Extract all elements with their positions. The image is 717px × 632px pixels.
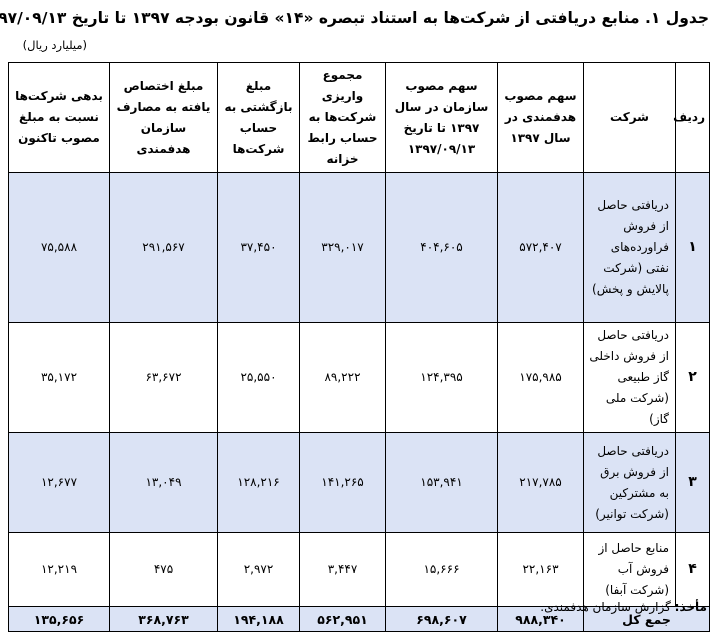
header-cell: شرکت bbox=[583, 62, 676, 173]
table-cell: ۲۹۱,۵۶۷ bbox=[109, 172, 218, 323]
header-row: ردیف شرکت سهم مصوب هدفمندی در سال ۱۳۹۷ س… bbox=[8, 62, 710, 173]
total-cell: ۵۶۲,۹۵۱ bbox=[299, 606, 386, 632]
table-cell: ۱۲,۶۷۷ bbox=[8, 432, 110, 533]
row-index: ۳ bbox=[675, 432, 710, 533]
source-note: مأخذ: گزارش سازمان هدفمندی. bbox=[540, 600, 707, 614]
table-row: ۲ دریافتی حاصل از فروش داخلی گاز طبیعی (… bbox=[8, 322, 710, 433]
table-cell: ۱۴۱,۲۶۵ bbox=[299, 432, 386, 533]
table-cell: ۲۵,۵۵۰ bbox=[217, 322, 300, 433]
total-cell: ۳۶۸,۷۶۳ bbox=[109, 606, 218, 632]
table-cell: ۱۲,۲۱۹ bbox=[8, 532, 110, 607]
table-cell: ۱۲۸,۲۱۶ bbox=[217, 432, 300, 533]
total-cell: ۱۳۵,۶۵۶ bbox=[8, 606, 110, 632]
source-label: مأخذ: bbox=[674, 600, 707, 614]
total-row: جمع کل ۹۸۸,۳۴۰ ۶۹۸,۶۰۷ ۵۶۲,۹۵۱ ۱۹۴,۱۸۸ ۳… bbox=[8, 606, 710, 632]
header-cell: مبلغ اختصاص یافته به مصارف سازمان هدفمند… bbox=[109, 62, 218, 173]
company-name: دریافتی حاصل از فروش برق به مشترکین (شرک… bbox=[583, 432, 676, 533]
unit-label: (میلیارد ریال) bbox=[22, 38, 87, 52]
table-cell: ۲۱۷,۷۸۵ bbox=[497, 432, 584, 533]
total-label: جمع کل bbox=[583, 606, 710, 632]
table-cell: ۳۷,۴۵۰ bbox=[217, 172, 300, 323]
header-cell: ردیف bbox=[673, 62, 710, 173]
table-cell: ۱۲۴,۳۹۵ bbox=[385, 322, 498, 433]
table-cell: ۷۵,۵۸۸ bbox=[8, 172, 110, 323]
table-cell: ۱۷۵,۹۸۵ bbox=[497, 322, 584, 433]
company-name: دریافتی حاصل از فروش فراورده‌های نفتی (ش… bbox=[583, 172, 676, 323]
table-cell: ۳۲۹,۰۱۷ bbox=[299, 172, 386, 323]
header-cell: سهم مصوب هدفمندی در سال ۱۳۹۷ bbox=[497, 62, 584, 173]
header-cell: بدهی شرکت‌ها نسبت به مبلغ مصوب تاکنون bbox=[8, 62, 110, 173]
table-cell: ۵۷۲,۴۰۷ bbox=[497, 172, 584, 323]
row-index: ۲ bbox=[675, 322, 710, 433]
source-text: گزارش سازمان هدفمندی. bbox=[540, 600, 671, 614]
table-row: ۱ دریافتی حاصل از فروش فراورده‌های نفتی … bbox=[8, 172, 710, 323]
table-cell: ۶۳,۶۷۲ bbox=[109, 322, 218, 433]
table-cell: ۱۵۳,۹۴۱ bbox=[385, 432, 498, 533]
table-cell: ۴۷۵ bbox=[109, 532, 218, 607]
header-cell: سهم مصوب سازمان در سال ۱۳۹۷ تا تاریخ ۱۳۹… bbox=[385, 62, 498, 173]
row-index: ۱ bbox=[675, 172, 710, 323]
table-cell: ۱۳,۰۴۹ bbox=[109, 432, 218, 533]
table-row: ۳ دریافتی حاصل از فروش برق به مشترکین (ش… bbox=[8, 432, 710, 533]
total-cell: ۶۹۸,۶۰۷ bbox=[385, 606, 498, 632]
table-cell: ۴۰۴,۶۰۵ bbox=[385, 172, 498, 323]
table-cell: ۸۹,۲۲۲ bbox=[299, 322, 386, 433]
row-index: ۴ bbox=[675, 532, 710, 607]
company-name: دریافتی حاصل از فروش داخلی گاز طبیعی (شر… bbox=[583, 322, 676, 433]
table-title: جدول ۱. منابع دریافتی از شرکت‌ها به استن… bbox=[0, 6, 709, 30]
table-cell: ۲۲,۱۶۳ bbox=[497, 532, 584, 607]
total-cell: ۱۹۴,۱۸۸ bbox=[217, 606, 300, 632]
total-cell: ۹۸۸,۳۴۰ bbox=[497, 606, 584, 632]
table-cell: ۱۵,۶۶۶ bbox=[385, 532, 498, 607]
company-name: منابع حاصل از فروش آب (شرکت آبفا) bbox=[583, 532, 676, 607]
table-row: ۴ منابع حاصل از فروش آب (شرکت آبفا) ۲۲,۱… bbox=[8, 532, 710, 607]
header-cell: مبلغ بازگشتی به حساب شرکت‌ها bbox=[217, 62, 300, 173]
table-title-text: منابع دریافتی از شرکت‌ها به استناد تبصره… bbox=[0, 9, 640, 27]
revenue-table: ردیف شرکت سهم مصوب هدفمندی در سال ۱۳۹۷ س… bbox=[8, 62, 710, 632]
table-number: جدول ۱. bbox=[645, 9, 709, 27]
table-cell: ۳۵,۱۷۲ bbox=[8, 322, 110, 433]
table-cell: ۲,۹۷۲ bbox=[217, 532, 300, 607]
header-cell: مجموع واریزی شرکت‌ها به حساب رابط خزانه bbox=[299, 62, 386, 173]
table-cell: ۳,۴۴۷ bbox=[299, 532, 386, 607]
